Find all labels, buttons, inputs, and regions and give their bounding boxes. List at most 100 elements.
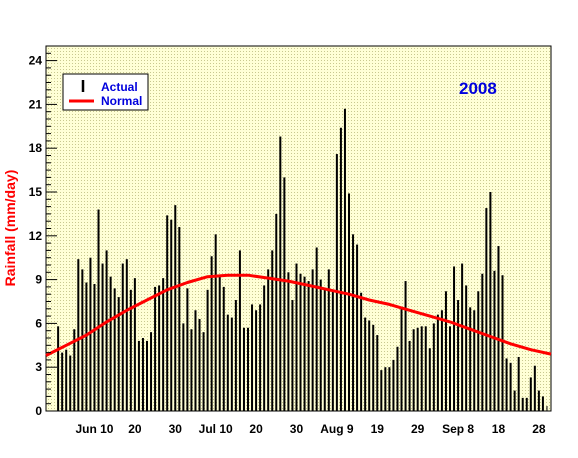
bar bbox=[109, 276, 112, 411]
y-tick-label: 3 bbox=[35, 360, 42, 374]
bar bbox=[444, 291, 447, 411]
bar bbox=[117, 297, 120, 411]
legend-box bbox=[62, 73, 149, 111]
bar bbox=[210, 256, 213, 411]
bar bbox=[424, 326, 427, 411]
bar bbox=[400, 308, 403, 411]
bar bbox=[420, 326, 423, 411]
bar bbox=[517, 356, 520, 411]
bar bbox=[279, 136, 282, 411]
y-tick-label: 6 bbox=[35, 316, 42, 330]
bar bbox=[319, 279, 322, 411]
bar bbox=[376, 335, 379, 411]
x-tick-label: 30 bbox=[169, 422, 183, 436]
bar bbox=[255, 310, 258, 411]
bar bbox=[259, 304, 262, 411]
bar bbox=[234, 300, 237, 411]
y-tick-label: 18 bbox=[29, 141, 43, 155]
bar bbox=[428, 348, 431, 411]
bar bbox=[230, 317, 233, 411]
bar bbox=[501, 275, 504, 411]
bar bbox=[218, 275, 221, 411]
bar bbox=[222, 286, 225, 411]
bar bbox=[295, 263, 298, 411]
bar bbox=[125, 259, 128, 411]
bar bbox=[61, 352, 64, 411]
bar bbox=[327, 269, 330, 411]
bar bbox=[477, 291, 480, 411]
bar bbox=[489, 192, 492, 411]
x-tick-label: 18 bbox=[492, 422, 506, 436]
bar bbox=[360, 292, 363, 411]
bar bbox=[291, 300, 294, 411]
bar bbox=[343, 108, 346, 411]
bar bbox=[186, 288, 189, 411]
bar bbox=[178, 227, 181, 411]
bar bbox=[202, 332, 205, 411]
bar bbox=[190, 329, 193, 411]
bar bbox=[392, 359, 395, 411]
bar bbox=[182, 323, 185, 411]
bar bbox=[364, 317, 367, 411]
x-tick-label: 20 bbox=[128, 422, 142, 436]
bar bbox=[416, 327, 419, 411]
bar bbox=[307, 281, 310, 411]
bar bbox=[226, 314, 229, 411]
bar bbox=[194, 310, 197, 411]
bar bbox=[348, 193, 350, 411]
bar bbox=[129, 289, 132, 411]
bar bbox=[247, 327, 249, 411]
bar bbox=[251, 304, 254, 411]
legend: Actual Normal bbox=[62, 73, 149, 111]
legend-actual-label: Actual bbox=[101, 80, 138, 94]
x-tick-label: Sep 8 bbox=[442, 422, 474, 436]
bar bbox=[303, 276, 306, 411]
y-tick-label: 21 bbox=[29, 97, 43, 111]
bar bbox=[69, 355, 72, 411]
bar bbox=[461, 263, 464, 411]
actual-bars bbox=[57, 108, 544, 412]
bar bbox=[101, 263, 104, 411]
bar bbox=[457, 300, 460, 411]
bar bbox=[404, 281, 407, 411]
bar bbox=[453, 266, 456, 411]
bar bbox=[89, 257, 92, 411]
normal-line bbox=[45, 273, 552, 357]
bar bbox=[331, 289, 334, 411]
bar bbox=[388, 367, 391, 411]
bar bbox=[283, 177, 286, 411]
x-tick-label: Jun 10 bbox=[75, 422, 113, 436]
bar bbox=[105, 250, 108, 411]
bar bbox=[513, 390, 516, 411]
bar bbox=[166, 215, 169, 411]
bar bbox=[529, 377, 532, 411]
y-tick-label: 9 bbox=[35, 273, 42, 287]
bar bbox=[85, 282, 88, 411]
bar bbox=[481, 273, 484, 411]
bar bbox=[93, 283, 96, 411]
bar bbox=[263, 285, 266, 411]
bar bbox=[469, 307, 472, 411]
x-tick-label: 30 bbox=[290, 422, 304, 436]
bar bbox=[97, 209, 100, 411]
x-tick-label: Aug 9 bbox=[320, 422, 354, 436]
bar bbox=[275, 213, 278, 411]
y-tick-label: 12 bbox=[29, 229, 43, 243]
bar bbox=[154, 286, 157, 411]
y-tick-label: 15 bbox=[29, 185, 43, 199]
x-tick-label: 28 bbox=[532, 422, 546, 436]
bar bbox=[174, 205, 177, 411]
bar bbox=[541, 396, 544, 411]
bar bbox=[335, 154, 338, 412]
bar bbox=[121, 263, 124, 411]
bar bbox=[146, 340, 148, 411]
bar bbox=[473, 310, 476, 411]
y-axis-label: Rainfall (mm/day) bbox=[2, 170, 18, 287]
bar bbox=[133, 278, 136, 411]
bar bbox=[271, 250, 274, 411]
bar bbox=[384, 367, 387, 411]
bar bbox=[198, 319, 201, 411]
y-tick-label: 24 bbox=[29, 54, 43, 68]
bar bbox=[73, 329, 76, 411]
